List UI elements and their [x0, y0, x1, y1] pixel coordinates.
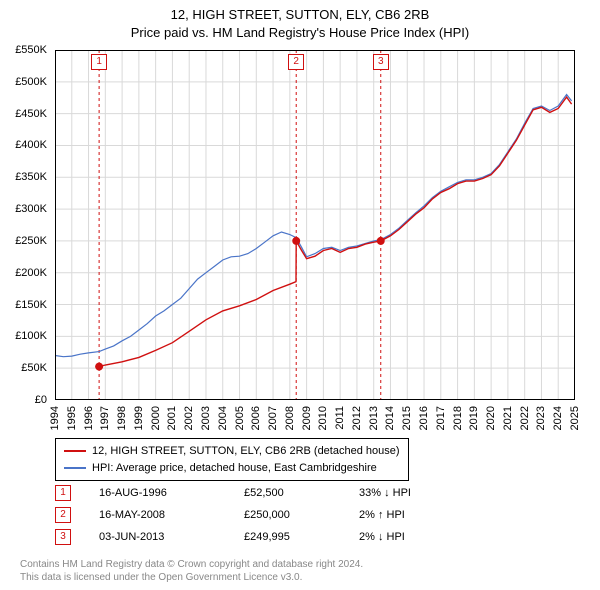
- x-tick-label: 1999: [133, 406, 145, 430]
- title-line1: 12, HIGH STREET, SUTTON, ELY, CB6 2RB: [0, 6, 600, 24]
- event-number-box: 1: [55, 485, 71, 501]
- event-number-box: 3: [55, 529, 71, 545]
- legend-box: 12, HIGH STREET, SUTTON, ELY, CB6 2RB (d…: [55, 438, 409, 481]
- legend-swatch: [64, 450, 86, 452]
- event-hpi-delta: 2% ↑ HPI: [359, 509, 479, 521]
- y-tick-label: £100K: [0, 330, 47, 342]
- y-tick-label: £0: [0, 394, 47, 406]
- x-tick-label: 2012: [351, 406, 363, 430]
- chart-container: 12, HIGH STREET, SUTTON, ELY, CB6 2RB Pr…: [0, 0, 600, 590]
- event-row: 1 16-AUG-1996£52,50033% ↓ HPI: [55, 482, 479, 504]
- x-tick-label: 2023: [535, 406, 547, 430]
- chart-area: £0£50K£100K£150K£200K£250K£300K£350K£400…: [55, 50, 575, 400]
- y-tick-label: £300K: [0, 203, 47, 215]
- event-row: 2 16-MAY-2008£250,0002% ↑ HPI: [55, 504, 479, 526]
- x-tick-label: 2004: [217, 406, 229, 430]
- legend-label: 12, HIGH STREET, SUTTON, ELY, CB6 2RB (d…: [92, 443, 400, 460]
- legend-label: HPI: Average price, detached house, East…: [92, 460, 377, 477]
- y-tick-label: £200K: [0, 267, 47, 279]
- x-tick-label: 2013: [368, 406, 380, 430]
- x-tick-label: 2001: [166, 406, 178, 430]
- x-tick-label: 1995: [66, 406, 78, 430]
- event-price: £250,000: [244, 509, 359, 521]
- footer-attribution: Contains HM Land Registry data © Crown c…: [20, 558, 363, 584]
- event-marker-3: 3: [373, 54, 389, 70]
- y-tick-label: £50K: [0, 362, 47, 374]
- x-tick-label: 2002: [183, 406, 195, 430]
- x-tick-label: 2016: [418, 406, 430, 430]
- y-tick-label: £250K: [0, 235, 47, 247]
- event-hpi-delta: 33% ↓ HPI: [359, 487, 479, 499]
- event-price: £249,995: [244, 531, 359, 543]
- y-tick-label: £400K: [0, 139, 47, 151]
- event-date: 16-MAY-2008: [99, 509, 244, 521]
- y-tick-label: £450K: [0, 108, 47, 120]
- legend-row: 12, HIGH STREET, SUTTON, ELY, CB6 2RB (d…: [64, 443, 400, 460]
- x-tick-label: 2006: [250, 406, 262, 430]
- event-price: £52,500: [244, 487, 359, 499]
- x-tick-label: 2014: [384, 406, 396, 430]
- x-tick-label: 2003: [200, 406, 212, 430]
- event-hpi-delta: 2% ↓ HPI: [359, 531, 479, 543]
- title-line2: Price paid vs. HM Land Registry's House …: [0, 24, 600, 42]
- x-tick-label: 1996: [83, 406, 95, 430]
- footer-line2: This data is licensed under the Open Gov…: [20, 571, 363, 584]
- x-tick-label: 2017: [435, 406, 447, 430]
- event-row: 3 03-JUN-2013£249,9952% ↓ HPI: [55, 526, 479, 548]
- x-tick-label: 2018: [452, 406, 464, 430]
- x-tick-label: 2020: [485, 406, 497, 430]
- x-tick-label: 2010: [317, 406, 329, 430]
- legend-swatch: [64, 467, 86, 469]
- x-tick-label: 2007: [267, 406, 279, 430]
- y-tick-label: £350K: [0, 171, 47, 183]
- x-tick-label: 2009: [301, 406, 313, 430]
- title-block: 12, HIGH STREET, SUTTON, ELY, CB6 2RB Pr…: [0, 0, 600, 42]
- x-tick-label: 2025: [569, 406, 581, 430]
- event-date: 16-AUG-1996: [99, 487, 244, 499]
- x-tick-label: 2008: [284, 406, 296, 430]
- x-tick-label: 1997: [99, 406, 111, 430]
- y-tick-label: £150K: [0, 299, 47, 311]
- x-tick-label: 2000: [150, 406, 162, 430]
- x-tick-label: 1994: [49, 406, 61, 430]
- event-number-box: 2: [55, 507, 71, 523]
- x-tick-label: 2019: [468, 406, 480, 430]
- events-table: 1 16-AUG-1996£52,50033% ↓ HPI 2 16-MAY-2008…: [55, 482, 479, 548]
- event-marker-1: 1: [91, 54, 107, 70]
- x-tick-label: 2024: [552, 406, 564, 430]
- footer-line1: Contains HM Land Registry data © Crown c…: [20, 558, 363, 571]
- x-tick-label: 2021: [502, 406, 514, 430]
- y-tick-label: £500K: [0, 76, 47, 88]
- y-tick-label: £550K: [0, 44, 47, 56]
- x-tick-label: 2005: [234, 406, 246, 430]
- x-tick-label: 2011: [334, 406, 346, 430]
- event-date: 03-JUN-2013: [99, 531, 244, 543]
- event-marker-2: 2: [288, 54, 304, 70]
- chart-svg: [55, 50, 575, 400]
- x-tick-label: 1998: [116, 406, 128, 430]
- legend-row: HPI: Average price, detached house, East…: [64, 460, 400, 477]
- x-tick-label: 2015: [401, 406, 413, 430]
- x-tick-label: 2022: [519, 406, 531, 430]
